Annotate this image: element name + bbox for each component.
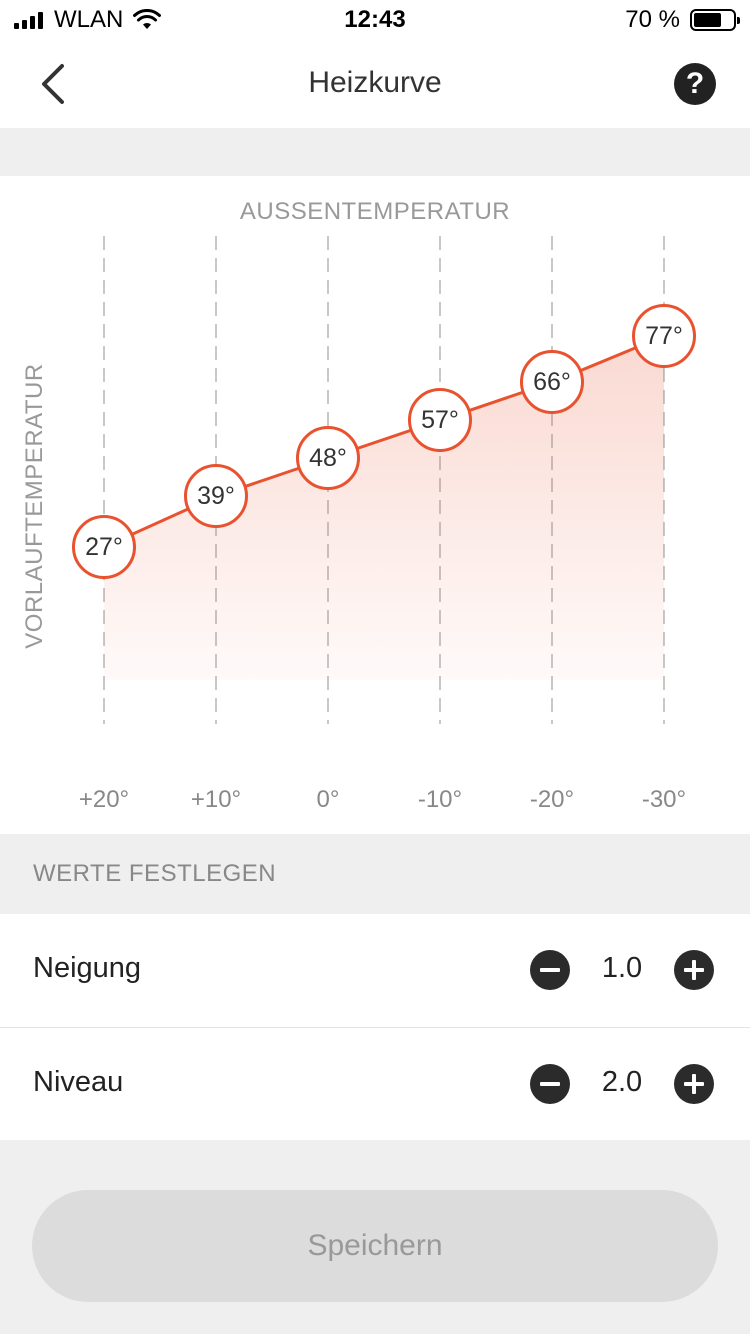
curve-point[interactable]: 57° — [408, 388, 472, 453]
neigung-label: Neigung — [33, 952, 142, 984]
neigung-row: Neigung 1.0 — [0, 914, 750, 1027]
niveau-label: Niveau — [33, 1066, 124, 1098]
x-tick-label: 0° — [316, 786, 340, 813]
minus-icon — [540, 968, 560, 972]
x-tick-label: -10° — [417, 786, 463, 813]
battery-icon — [690, 9, 740, 31]
x-tick-label: +10° — [190, 786, 242, 813]
minus-icon — [540, 1082, 560, 1086]
neigung-decrease-button[interactable] — [530, 950, 570, 990]
curve-point[interactable]: 48° — [296, 426, 360, 491]
status-bar: WLAN 12:43 70 % — [0, 0, 750, 40]
back-chevron-icon[interactable] — [30, 60, 78, 108]
niveau-row: Niveau 2.0 — [0, 1027, 750, 1140]
status-time: 12:43 — [344, 6, 406, 33]
save-button[interactable]: Speichern — [32, 1190, 718, 1302]
page-title: Heizkurve — [308, 66, 442, 99]
help-icon[interactable]: ? — [674, 63, 716, 105]
x-tick-label: +20° — [78, 786, 130, 813]
curve-area-fill — [104, 336, 664, 680]
plus-icon-vertical — [692, 960, 696, 980]
chart-plot — [103, 236, 665, 724]
section-title: WERTE FESTLEGEN — [33, 860, 277, 887]
battery-cap — [737, 17, 740, 24]
battery-fill — [694, 13, 721, 27]
plus-icon-vertical — [692, 1074, 696, 1094]
neigung-value: 1.0 — [601, 952, 643, 984]
section-header: WERTE FESTLEGEN — [0, 834, 750, 914]
niveau-decrease-button[interactable] — [530, 1064, 570, 1104]
heating-curve-chart: AUSSENTEMPERATUR VORLAUFTEMPERATUR +20° +… — [0, 176, 750, 834]
x-tick-label: -30° — [641, 786, 687, 813]
x-axis-title: AUSSENTEMPERATUR — [239, 198, 511, 225]
neigung-increase-button[interactable] — [674, 950, 714, 990]
status-right: 70 % — [625, 6, 740, 34]
status-left: WLAN — [14, 6, 162, 34]
nav-bar: Heizkurve ? — [0, 40, 750, 128]
niveau-value: 2.0 — [601, 1066, 643, 1098]
curve-point[interactable]: 77° — [632, 304, 696, 368]
curve-point[interactable]: 27° — [72, 515, 136, 579]
battery-percent: 70 % — [625, 6, 680, 33]
wifi-icon — [133, 9, 162, 29]
signal-icon — [14, 11, 46, 29]
niveau-increase-button[interactable] — [674, 1064, 714, 1104]
curve-point[interactable]: 66° — [520, 350, 584, 415]
curve-point[interactable]: 39° — [184, 464, 248, 529]
x-tick-label: -20° — [529, 786, 575, 813]
carrier-label: WLAN — [54, 6, 124, 33]
